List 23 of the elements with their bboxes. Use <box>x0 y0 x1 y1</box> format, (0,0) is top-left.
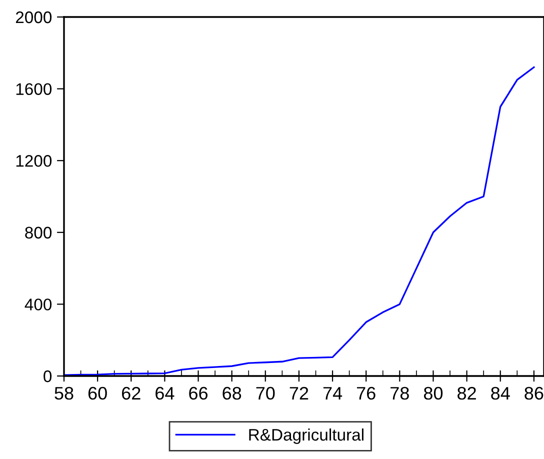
x-tick-label: 62 <box>122 386 140 400</box>
x-tick-label: 82 <box>458 386 476 400</box>
x-tick-label: 58 <box>54 386 74 400</box>
y-tick-label: 1600 <box>16 83 52 96</box>
y-tick-label: 2000 <box>16 11 52 24</box>
x-tick-label: 66 <box>189 386 208 400</box>
x-tick-label: 76 <box>356 386 376 400</box>
x-tick-label: 68 <box>222 386 242 400</box>
x-tick-label: 86 <box>524 386 544 400</box>
x-tick-label: 64 <box>156 386 174 400</box>
x-tick-label: 84 <box>491 386 510 400</box>
x-tick-label: 72 <box>290 386 308 400</box>
y-tick-label: 1200 <box>16 155 52 167</box>
y-tick-label: 0 <box>44 370 52 382</box>
legend-label: R&Dagricultural <box>249 428 364 444</box>
x-tick-label: 78 <box>390 386 409 400</box>
x-tick-label: 70 <box>256 386 275 400</box>
y-tick-label: 800 <box>25 226 52 239</box>
line-series <box>64 66 535 376</box>
x-tick-label: 74 <box>323 387 342 400</box>
x-tick-label: 80 <box>424 386 443 400</box>
y-tick-label: 400 <box>24 298 52 310</box>
x-tick-label: 60 <box>88 386 107 400</box>
